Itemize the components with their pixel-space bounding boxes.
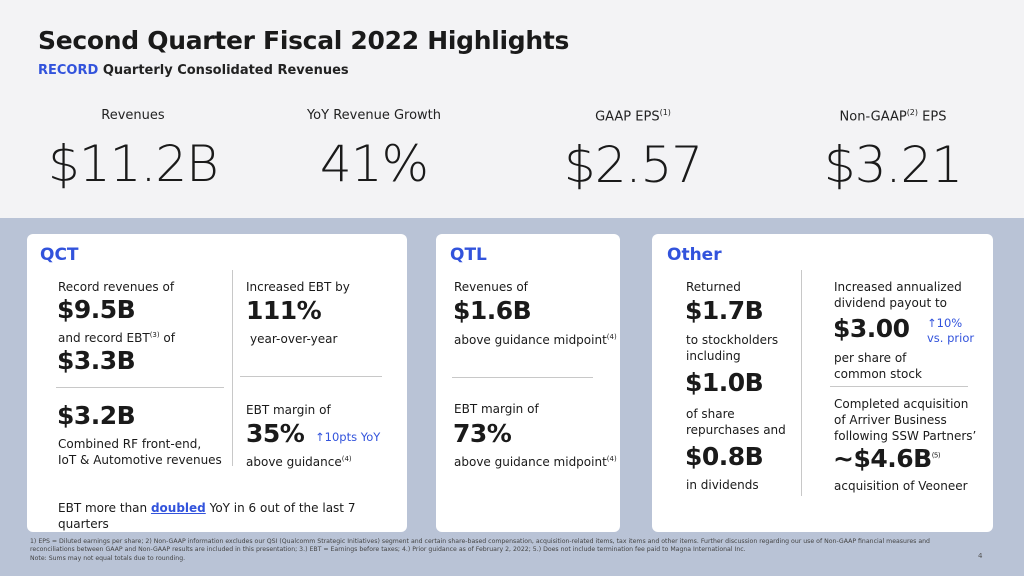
qtl-margin-label: EBT margin of	[454, 402, 539, 416]
qct-margin-label: EBT margin of	[246, 403, 331, 417]
footnote-line3: Note: Sums may not equal totals due to r…	[30, 554, 186, 562]
qct-margin-sub: above guidance(4)	[246, 455, 352, 469]
subtitle-accent: RECORD	[38, 63, 99, 78]
qtl-rev-value: $1.6B	[453, 296, 532, 325]
other-div-value: $3.00	[833, 314, 910, 343]
qct-margin-up: ↑10pts YoY	[315, 430, 381, 444]
qct-record-rev-value: $9.5B	[57, 295, 136, 324]
doubled-link[interactable]: doubled	[150, 501, 206, 515]
page-subtitle: RECORD Quarterly Consolidated Revenues	[38, 63, 349, 78]
footnotes: 1) EPS = Diluted earnings per share; 2) …	[30, 538, 970, 563]
other-returned-sub1: to stockholders	[686, 333, 779, 347]
footnote-line1: 1) EPS = Diluted earnings per share; 2) …	[30, 538, 930, 545]
other-heading: Other	[667, 245, 722, 265]
kpi-label: Revenues	[101, 108, 165, 123]
kpi-label: YoY Revenue Growth	[306, 108, 442, 123]
qtl-rev-sub: above guidance midpoint(4)	[454, 333, 617, 347]
qct-divider-vertical	[232, 270, 233, 466]
qtl-rev-label: Revenues of	[454, 280, 528, 294]
other-div-label2: dividend payout to	[834, 296, 948, 310]
qct-margin-value: 35%	[246, 419, 305, 448]
qtl-card: QTL Revenues of $1.6B above guidance mid…	[436, 234, 620, 532]
qct-footnote: EBT more than doubled YoY in 6 out of th…	[58, 501, 356, 532]
other-repurchase-value: $1.0B	[685, 368, 764, 397]
kpi-value: $11.2B	[48, 135, 219, 193]
other-acq-line1: Completed acquisition	[834, 397, 969, 411]
qtl-margin-value: 73%	[453, 419, 512, 448]
qct-ebt-inc-sub: year-over-year	[250, 332, 338, 346]
kpi-value: 41%	[319, 135, 429, 193]
qct-divider-left	[56, 387, 224, 388]
kpi-value: $3.21	[823, 136, 963, 195]
qct-rf-value: $3.2B	[57, 401, 136, 430]
other-acq-line3: following SSW Partners’	[834, 429, 977, 443]
other-div-sub2: common stock	[834, 367, 922, 381]
other-returned-value: $1.7B	[685, 296, 764, 325]
other-divider-right	[830, 386, 968, 387]
qct-rf-line2: IoT & Automotive revenues	[58, 453, 222, 467]
kpi-label: GAAP EPS(1)	[595, 108, 671, 125]
summary-band	[0, 0, 1024, 218]
qct-record-ebt-value: $3.3B	[57, 346, 136, 375]
other-dividends-sub: in dividends	[686, 478, 759, 492]
other-acq-value-row: ~$4.6B(5)	[833, 444, 941, 473]
qct-rf-line1: Combined RF front-end,	[58, 437, 202, 451]
qct-heading: QCT	[40, 245, 79, 265]
other-acq-value: ~$4.6B	[833, 444, 932, 473]
qtl-margin-sub: above guidance midpoint(4)	[454, 455, 617, 469]
qtl-divider	[452, 377, 593, 378]
qct-divider-right	[240, 376, 382, 377]
kpi-gaap-eps: GAAP EPS(1) $2.57	[533, 108, 733, 194]
subtitle-text: Quarterly Consolidated Revenues	[98, 63, 349, 78]
other-returned-sub2: including	[686, 349, 741, 363]
page-number: 4	[978, 552, 983, 560]
other-returned-label: Returned	[686, 280, 741, 294]
footnote-line2: reconciliations between GAAP and Non-GAA…	[30, 546, 746, 554]
page-title: Second Quarter Fiscal 2022 Highlights	[38, 26, 570, 55]
other-div-up2: vs. prior	[927, 331, 975, 345]
other-repurchase-sub2: repurchases and	[686, 423, 786, 437]
other-div-up1: ↑10%	[927, 316, 963, 330]
kpi-value: $2.57	[563, 136, 703, 195]
kpi-non-gaap-eps: Non-GAAP(2) EPS $3.21	[793, 108, 993, 194]
other-acq-line2: of Arriver Business	[834, 413, 947, 427]
qct-record-ebt-label: and record EBT(3) of	[58, 331, 175, 345]
qct-record-rev-label: Record revenues of	[58, 280, 175, 294]
other-div-label1: Increased annualized	[834, 280, 962, 294]
qct-ebt-inc-value: 111%	[246, 296, 322, 325]
other-dividends-value: $0.8B	[685, 442, 764, 471]
other-div-sub1: per share of	[834, 351, 907, 365]
other-divider-vertical	[801, 270, 802, 496]
qct-ebt-inc-label: Increased EBT by	[246, 280, 350, 294]
other-acq-sub: acquisition of Veoneer	[834, 479, 968, 493]
qct-card: QCT Record revenues of $9.5B and record …	[27, 234, 407, 532]
kpi-revenues: Revenues $11.2B	[33, 108, 233, 193]
qtl-heading: QTL	[450, 245, 487, 265]
kpi-yoy-growth: YoY Revenue Growth 41%	[274, 108, 474, 193]
kpi-label: Non-GAAP(2) EPS	[839, 108, 947, 125]
other-repurchase-sub1: of share	[686, 407, 735, 421]
other-card: Other Returned $1.7B to stockholders inc…	[652, 234, 993, 532]
